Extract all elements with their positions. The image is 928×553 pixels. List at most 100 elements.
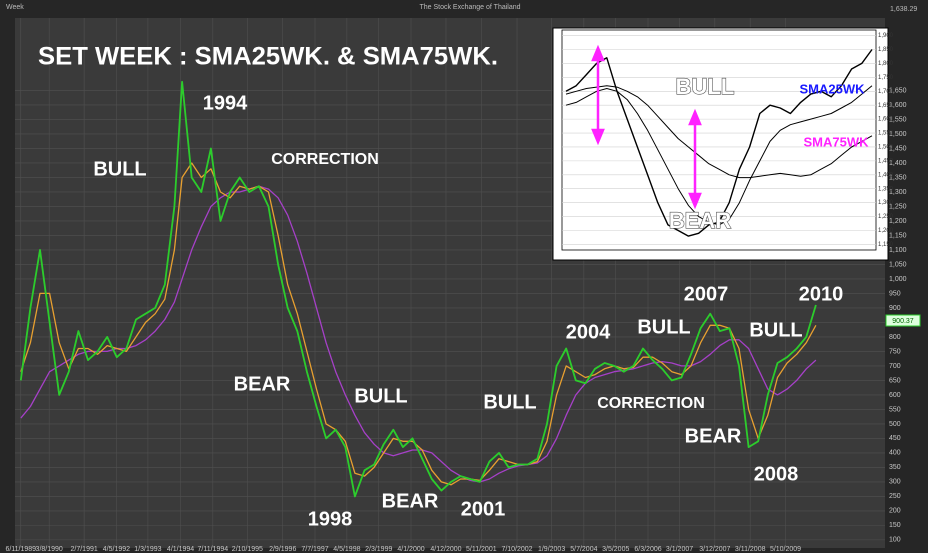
y-tick-label: 1,300 (878, 200, 894, 206)
y-tick-label: 1,150 (889, 232, 907, 239)
y-tick-label: 1,750 (878, 75, 894, 81)
y-tick-label: 300 (889, 479, 901, 486)
annotation: BULL (354, 385, 407, 407)
x-tick-label: 1/9/2003 (538, 546, 565, 553)
x-tick-label: 5/11/2001 (466, 546, 497, 553)
inset-grid: 1,150 1,200 1,250 1,300 1,350 1,400 1,450 1,500… (562, 33, 894, 248)
x-tick-label: 6/11/1989 (5, 546, 36, 553)
x-tick-label: 2/7/1991 (71, 546, 98, 553)
y-tick-label: 150 (889, 522, 901, 529)
arrow-head (591, 128, 605, 146)
x-tick-label: 4/1/2000 (397, 546, 424, 553)
y-tick-label: 1,450 (878, 158, 894, 164)
x-tick-label: 3/5/2005 (602, 546, 629, 553)
y-tick-label: 350 (889, 464, 901, 471)
annotation: CORRECTION (271, 151, 379, 168)
top-value-label: 1,638.29 (890, 6, 917, 13)
annotation: BULL (93, 158, 146, 180)
arrow-head (688, 192, 702, 210)
annotation: BEAR (234, 373, 291, 395)
y-tick-label: 1,600 (889, 102, 907, 109)
y-tick-label: 1,350 (889, 174, 907, 181)
y-tick-label: 1,250 (878, 214, 894, 220)
annotation: BULL (483, 391, 536, 413)
y-tick-label: 1,250 (889, 203, 907, 210)
y-tick-label: 1,300 (889, 189, 907, 196)
inset-lines (565, 49, 873, 237)
y-tick-label: 1,350 (878, 186, 894, 192)
x-tick-label: 3/8/1990 (36, 546, 63, 553)
y-tick-label: 950 (889, 290, 901, 297)
y-tick-label: 1,550 (889, 116, 907, 123)
x-tick-label: 2/3/1999 (365, 546, 392, 553)
series-line (19, 80, 817, 498)
y-tick-label: 1,900 (878, 33, 894, 39)
x-tick-label: 7/11/1994 (198, 546, 229, 553)
y-tick-label: 1,500 (889, 131, 907, 138)
annotation: BULL (637, 316, 690, 338)
y-tick-label: 1,700 (878, 89, 894, 95)
x-tick-label: 4/5/1992 (103, 546, 130, 553)
x-tick-label: 3/1/2007 (666, 546, 693, 553)
annotation: CORRECTION (597, 395, 705, 412)
annotation: BEAR (382, 490, 439, 512)
y-tick-label: 1,150 (878, 242, 894, 248)
y-tick-label: 1,400 (878, 172, 894, 178)
y-tick-label: 1,600 (878, 117, 894, 123)
x-tick-label: 1/3/1993 (134, 546, 161, 553)
y-tick-label: 1,450 (889, 145, 907, 152)
y-tick-label: 1,550 (878, 131, 894, 137)
y-tick-label: 900 (889, 305, 901, 312)
annotation: BULL (749, 319, 802, 341)
y-tick-label: 1,650 (878, 103, 894, 109)
y-tick-label: 500 (889, 421, 901, 428)
y-tick-label: 1,050 (889, 261, 907, 268)
y-tick-label: 1,500 (878, 145, 894, 151)
x-tick-label: 2/10/1995 (232, 546, 263, 553)
series-line (565, 85, 873, 179)
y-tick-label: 1,800 (878, 61, 894, 67)
x-tick-label: 6/3/2006 (634, 546, 661, 553)
y-tick-label: 1,850 (878, 47, 894, 53)
annotation: BEAR (669, 208, 731, 233)
chart-subtitle: The Stock Exchange of Thailand (419, 4, 520, 11)
x-tick-label: 3/11/2008 (735, 546, 766, 553)
x-tick-label: 5/10/2009 (770, 546, 801, 553)
legend-label: SMA75WK (803, 134, 869, 149)
last-value-label: 900.37 (892, 318, 914, 325)
y-tick-label: 700 (889, 363, 901, 370)
y-tick-label: 650 (889, 377, 901, 384)
x-tick-label: 7/10/2002 (501, 546, 532, 553)
x-tick-label: 4/12/2000 (430, 546, 461, 553)
inset-plot-area (561, 29, 877, 251)
y-tick-label: 1,650 (889, 87, 907, 94)
y-tick-label: 100 (889, 537, 901, 544)
annotation: 1994 (203, 92, 248, 114)
series-line (565, 49, 873, 237)
lines (19, 80, 817, 498)
y-tick-label: 400 (889, 450, 901, 457)
x-tick-label: 3/12/2007 (699, 546, 730, 553)
x-tick-label: 7/7/1997 (301, 546, 328, 553)
arrow-head (591, 44, 605, 62)
arrow-head (688, 108, 702, 126)
y-tick-label: 1,100 (889, 247, 907, 254)
annotations: 1994 BULL CORRECTION BEAR BULL 1998 BEAR 2001 BU… (93, 92, 843, 530)
x-tick-label: 5/7/2004 (570, 546, 597, 553)
annotation: 2008 (754, 463, 799, 485)
arrows (591, 44, 702, 210)
chart-title: SET WEEK : SMA25WK. & SMA75WK. (38, 43, 498, 71)
period-label: Week (6, 4, 24, 11)
y-tick-label: 550 (889, 406, 901, 413)
y-tick-label: 750 (889, 348, 901, 355)
annotation: 2010 (799, 283, 844, 305)
annotation: 2007 (684, 283, 729, 305)
y-tick-label: 1,400 (889, 160, 907, 167)
annotation: 2001 (461, 498, 506, 520)
annotation: BEAR (685, 425, 742, 447)
x-tick-label: 2/9/1996 (269, 546, 296, 553)
legend-label: SMA25WK (799, 81, 865, 96)
y-tick-label: 600 (889, 392, 901, 399)
y-tick-label: 800 (889, 334, 901, 341)
